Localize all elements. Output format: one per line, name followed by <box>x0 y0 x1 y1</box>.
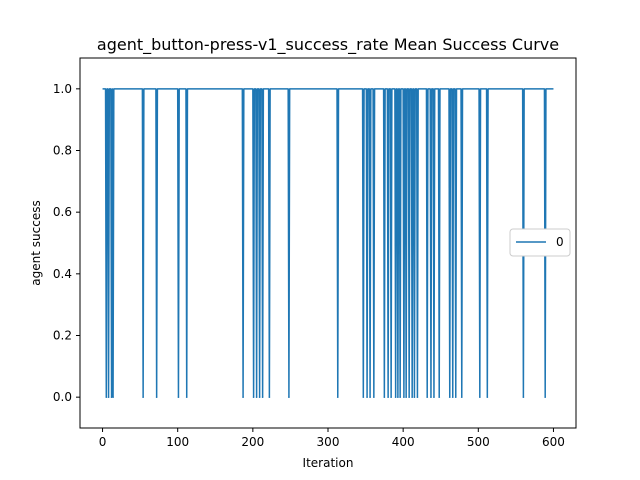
y-tick-label: 1.0 <box>53 82 72 96</box>
data-point-zero <box>255 396 258 398</box>
data-point-zero <box>416 396 419 398</box>
data-point-zero <box>366 396 368 398</box>
data-point-zero <box>387 396 389 398</box>
data-point-zero <box>544 396 546 398</box>
series-layer <box>102 88 554 398</box>
data-point-zero <box>155 396 158 398</box>
data-point-zero <box>185 396 188 398</box>
x-tick-label: 100 <box>166 435 189 449</box>
data-point-zero <box>142 396 144 398</box>
data-point-zero <box>486 396 489 398</box>
data-point-zero <box>448 396 451 398</box>
data-point-zero <box>405 396 407 398</box>
data-point-zero <box>242 396 244 398</box>
data-point-zero <box>288 396 290 398</box>
x-tick-label: 500 <box>467 435 490 449</box>
data-point-zero <box>105 396 108 398</box>
legend: 0 <box>509 228 571 257</box>
data-point-zero <box>110 396 113 398</box>
x-tick-label: 300 <box>317 435 340 449</box>
data-point-zero <box>460 396 463 398</box>
data-point-zero <box>451 396 454 398</box>
data-point-zero <box>454 396 457 398</box>
data-point-zero <box>373 396 375 398</box>
data-point-zero <box>394 396 397 398</box>
data-point-zero <box>408 396 410 398</box>
data-point-zero <box>252 396 255 398</box>
data-point-zero <box>438 396 441 398</box>
x-tick-label: 0 <box>99 435 107 449</box>
data-point-zero <box>426 396 429 398</box>
y-tick-label: 0.8 <box>53 144 72 158</box>
data-point-zero <box>112 396 114 398</box>
data-point-zero <box>261 396 264 398</box>
data-point-zero <box>522 396 525 398</box>
data-point-zero <box>479 396 481 398</box>
y-axis-ticks: 0.0 0.2 0.4 0.6 0.8 1.0 <box>53 82 80 404</box>
data-point-zero <box>433 396 435 398</box>
data-point-zero <box>268 396 271 398</box>
x-tick-label: 200 <box>241 435 264 449</box>
data-point-zero <box>177 396 180 398</box>
data-point-zero <box>399 396 401 398</box>
y-tick-label: 0.6 <box>53 205 72 219</box>
legend-entry-label: 0 <box>556 235 564 249</box>
data-point-zero <box>413 396 416 398</box>
x-axis-ticks: 0 100 200 300 400 500 600 <box>99 428 565 449</box>
data-point-zero <box>336 396 339 398</box>
data-point-zero <box>383 396 386 398</box>
data-point-zero <box>411 396 413 398</box>
x-tick-label: 400 <box>392 435 415 449</box>
data-point-zero <box>397 396 399 398</box>
data-point-zero <box>107 396 110 398</box>
x-tick-label: 600 <box>542 435 565 449</box>
y-tick-label: 0.0 <box>53 390 72 404</box>
data-point-zero <box>362 396 365 398</box>
data-point-zero <box>369 396 371 398</box>
x-axis-label: Iteration <box>303 456 354 470</box>
y-tick-label: 0.2 <box>53 329 72 343</box>
data-point-zero <box>258 396 261 398</box>
chart-title: agent_button-press-v1_success_rate Mean … <box>97 35 559 55</box>
data-point-zero <box>390 396 392 398</box>
y-tick-label: 0.4 <box>53 267 72 281</box>
y-axis-label: agent success <box>29 200 43 285</box>
data-point-zero <box>403 396 405 398</box>
data-point-zero <box>430 396 432 398</box>
